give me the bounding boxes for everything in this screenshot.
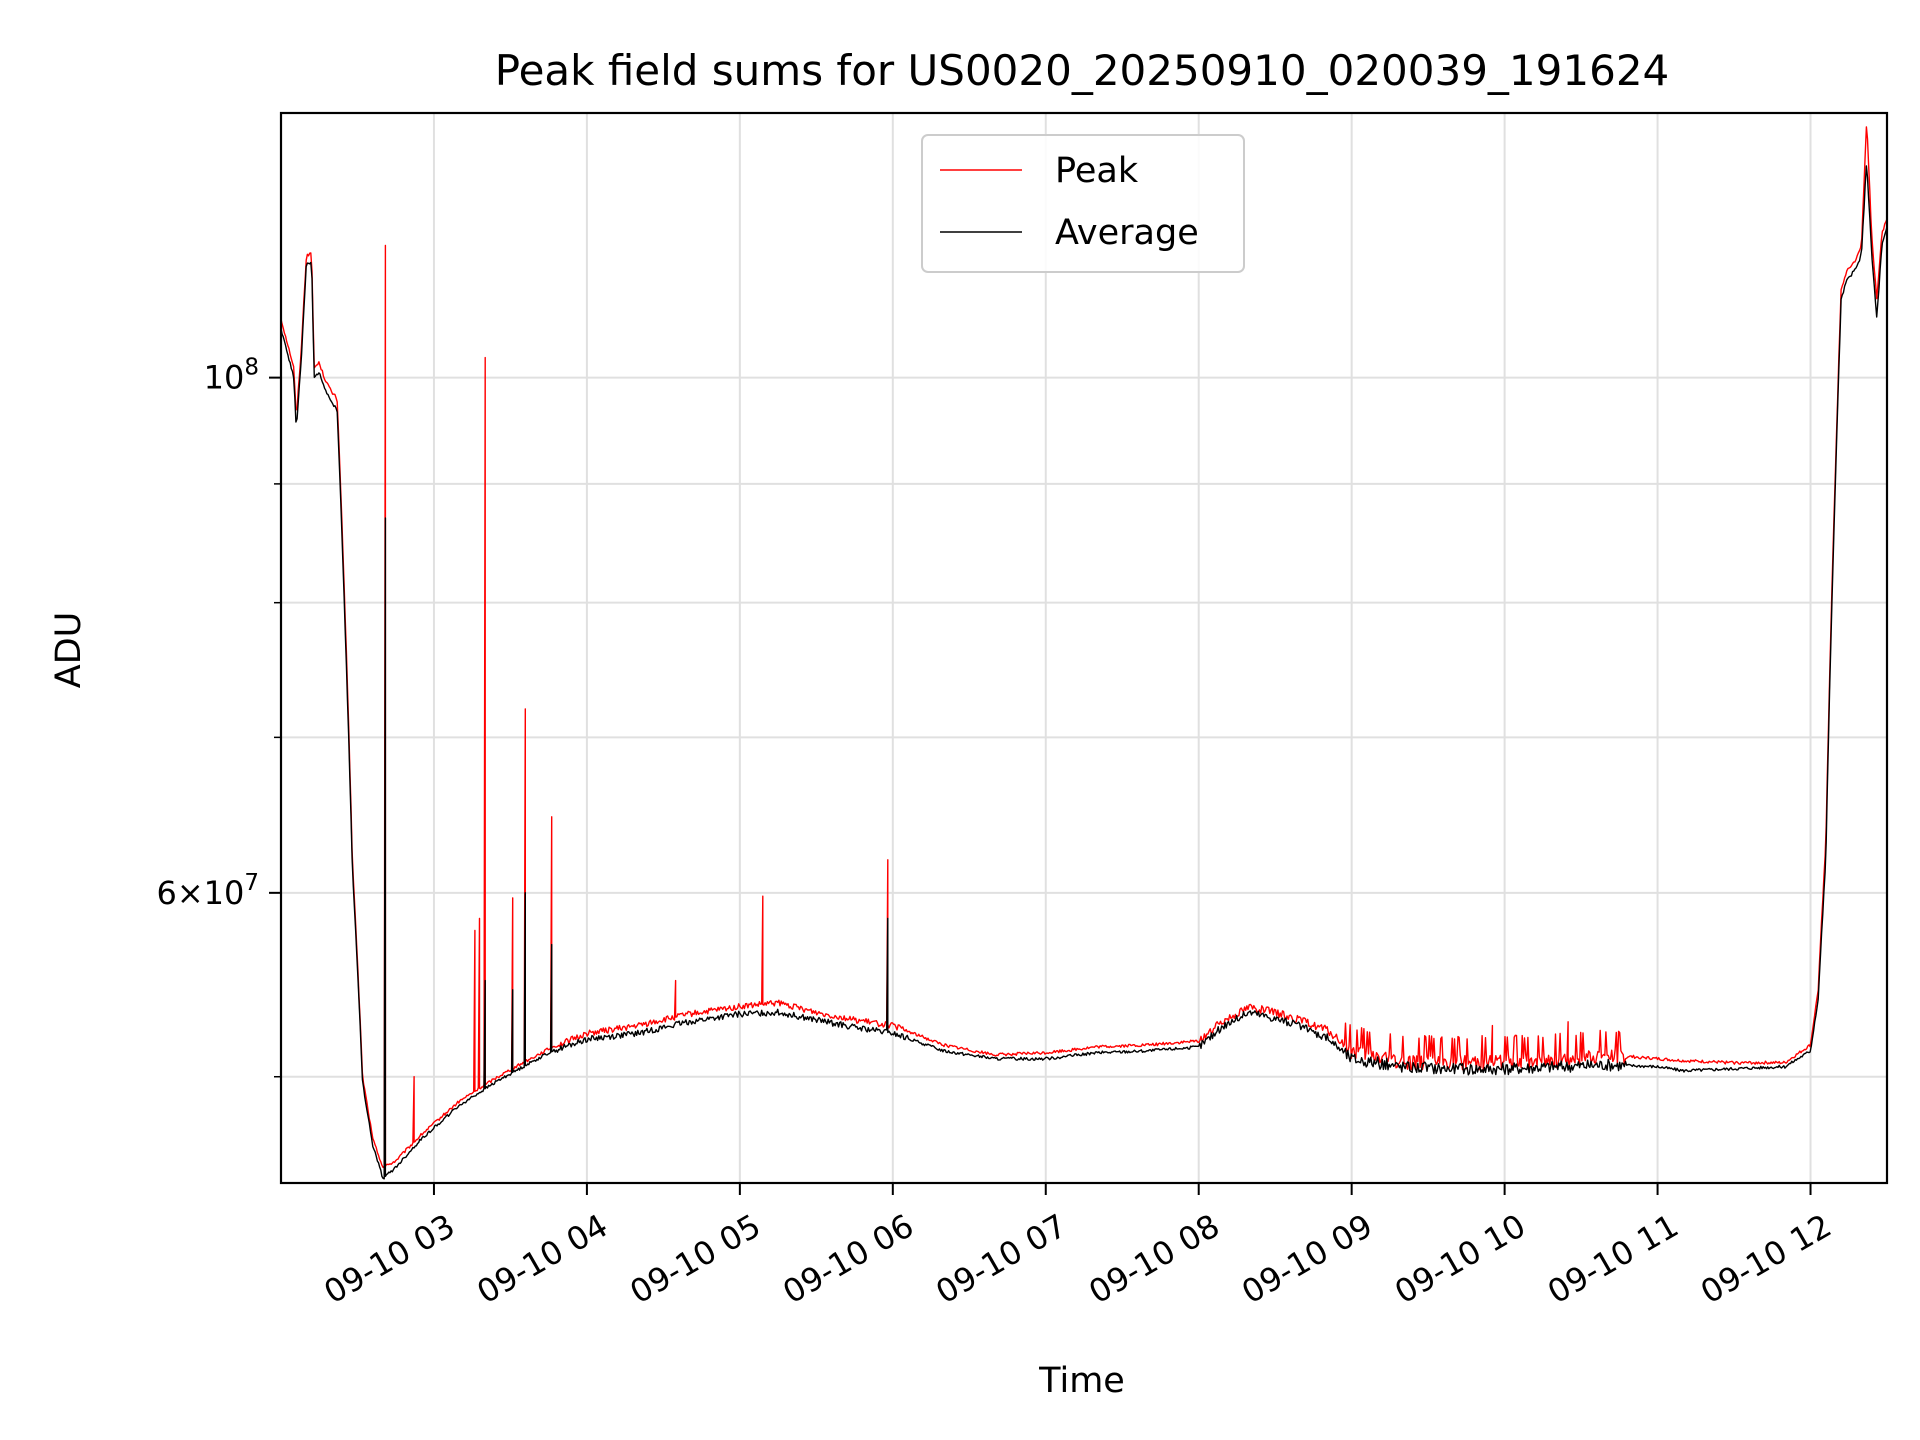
chart-title: Peak field sums for US0020_20250910_0200… bbox=[495, 46, 1670, 95]
x-axis-title: Time bbox=[1038, 1361, 1125, 1401]
legend-label-peak: Peak bbox=[1055, 151, 1139, 191]
series-line-peak bbox=[280, 126, 1888, 1169]
y-tick-label: 108 bbox=[204, 355, 259, 397]
plot-frame bbox=[279, 111, 1889, 1185]
series-lines bbox=[280, 126, 1888, 1180]
series-line-average bbox=[280, 165, 1888, 1180]
legend: Peak Average bbox=[921, 134, 1245, 273]
grid bbox=[281, 113, 1887, 1183]
y-axis-title: ADU bbox=[49, 612, 89, 689]
legend-label-average: Average bbox=[1055, 213, 1199, 253]
y-tick-label: 6×107 bbox=[156, 870, 259, 912]
